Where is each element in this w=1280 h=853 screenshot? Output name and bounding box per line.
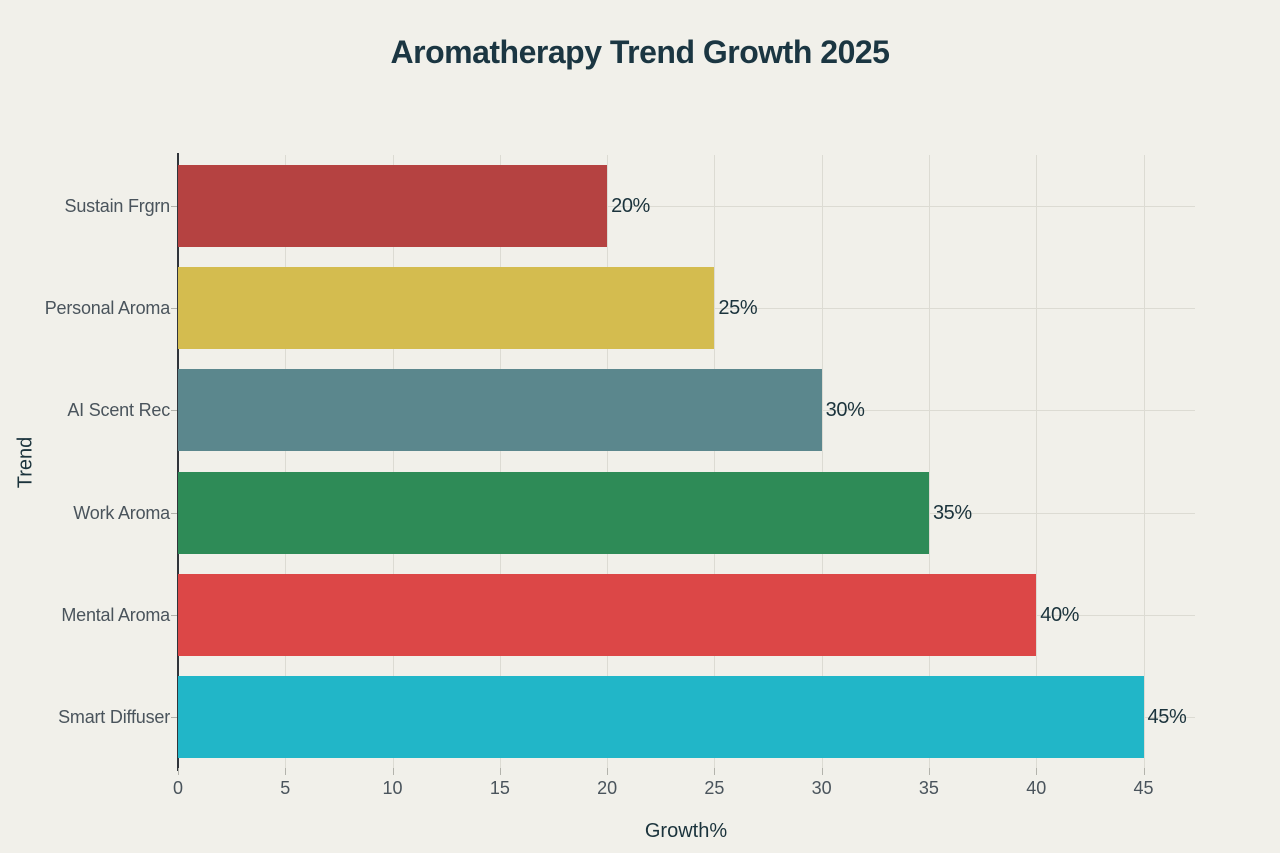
bar-value-label: 40%	[1040, 603, 1080, 626]
gridline-x-35	[928, 155, 930, 768]
x-tick-label-30: 30	[811, 778, 832, 798]
bar-work-aroma[interactable]	[178, 471, 929, 554]
x-tick-mark-35	[928, 768, 930, 775]
category-label-mental-aroma: Mental Aroma	[61, 604, 170, 625]
category-label-ai-scent-rec: AI Scent Rec	[67, 400, 170, 421]
y-tick-mark	[171, 206, 177, 208]
x-tick-mark-15	[499, 768, 501, 775]
category-label-work-aroma: Work Aroma	[73, 502, 170, 523]
bar-mental-aroma[interactable]	[178, 573, 1037, 656]
x-tick-mark-10	[392, 768, 394, 775]
x-tick-label-20: 20	[597, 778, 618, 798]
gridline-x-25	[714, 155, 716, 768]
y-tick-mark	[171, 410, 177, 412]
y-axis-line	[177, 153, 179, 771]
bar-value-label: 30%	[825, 399, 865, 422]
y-tick-mark	[171, 308, 177, 310]
x-tick-mark-40	[1036, 768, 1038, 775]
y-tick-mark	[171, 512, 177, 514]
category-label-personal-aroma: Personal Aroma	[44, 298, 170, 319]
x-tick-label-0: 0	[172, 778, 183, 798]
x-tick-mark-0	[178, 768, 179, 775]
gridline-x-45	[1143, 155, 1145, 768]
x-tick-mark-20	[607, 768, 609, 775]
y-tick-mark	[171, 716, 177, 718]
x-tick-mark-5	[285, 768, 287, 775]
x-tick-mark-30	[821, 768, 823, 775]
gridline-x-40	[1036, 155, 1038, 768]
plot-area: 20% Sustain Frgrn 25% Personal Aroma 30% AI S…	[45, 153, 1195, 798]
x-tick-label-15: 15	[489, 778, 510, 798]
bar-value-label: 45%	[1147, 705, 1187, 728]
bar-sustain-frgrn[interactable]	[178, 165, 608, 248]
gridline-x-15	[499, 155, 501, 768]
y-axis-title: Trend	[14, 436, 37, 489]
x-tick-label-40: 40	[1026, 778, 1047, 798]
gridline-x-5	[285, 155, 287, 768]
x-tick-label-35: 35	[918, 778, 939, 798]
x-tick-mark-45	[1143, 768, 1145, 775]
x-tick-mark-25	[714, 768, 716, 775]
y-tick-mark	[171, 614, 177, 616]
bar-personal-aroma[interactable]	[178, 267, 715, 350]
x-tick-label-10: 10	[382, 778, 403, 798]
gridline-x-20	[607, 155, 609, 768]
gridline-row-0	[178, 206, 1195, 208]
bar-value-label: 25%	[718, 297, 758, 320]
category-label-smart-diffuser: Smart Diffuser	[58, 706, 170, 727]
bar-value-label: 20%	[611, 195, 650, 218]
bar-ai-scent-rec[interactable]	[178, 369, 822, 452]
x-tick-label-45: 45	[1133, 778, 1154, 798]
x-tick-label-25: 25	[704, 778, 725, 798]
x-tick-label-5: 5	[280, 778, 291, 798]
gridline-x-30	[821, 155, 823, 768]
category-label-sustain-frgrn: Sustain Frgrn	[64, 196, 171, 217]
gridline-x-10	[392, 155, 394, 768]
bar-smart-diffuser[interactable]	[178, 675, 1144, 758]
chart-title: Aromatherapy Trend Growth 2025	[390, 34, 890, 70]
bar-value-label: 35%	[932, 501, 972, 524]
x-axis-title: Growth%	[644, 820, 728, 842]
